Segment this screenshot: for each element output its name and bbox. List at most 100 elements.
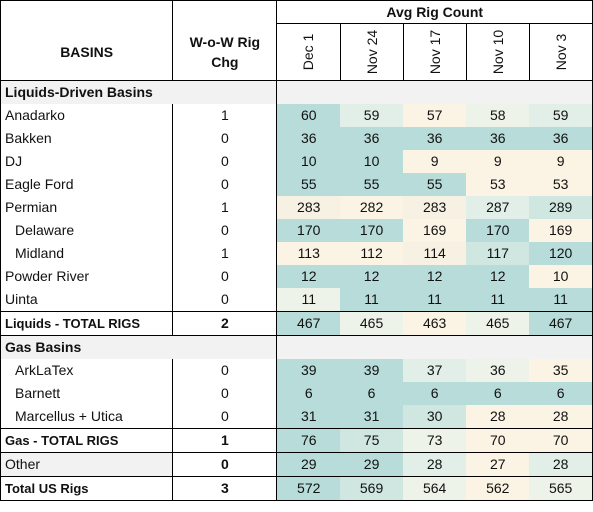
rig-count-value: 113 xyxy=(276,241,341,265)
basin-name: Midland xyxy=(0,241,173,265)
basin-name: Powder River xyxy=(0,264,173,288)
rig-count-value: 170 xyxy=(466,218,530,242)
rig-count-value: 10 xyxy=(529,264,593,288)
rig-count-value: 283 xyxy=(403,195,467,219)
rig-count-value: 9 xyxy=(529,149,593,173)
rig-count-value: 565 xyxy=(529,476,593,501)
date-header: Dec 1 xyxy=(276,23,341,81)
rig-count-value: 31 xyxy=(340,404,404,428)
rig-count-value: 170 xyxy=(276,218,341,242)
rig-count-value: 36 xyxy=(276,126,341,150)
rig-count-value: 467 xyxy=(276,310,341,336)
header-blank-chg xyxy=(172,0,277,24)
rig-count-value: 170 xyxy=(340,218,404,242)
basin-name: ArkLaTex xyxy=(0,358,173,382)
rig-count-value: 6 xyxy=(403,381,467,405)
rig-count-value: 562 xyxy=(466,476,530,501)
wow-change: 2 xyxy=(172,310,277,336)
rig-count-value: 57 xyxy=(403,103,467,127)
wow-chg-header-line2: Chg xyxy=(211,53,239,70)
rig-count-value: 58 xyxy=(466,103,530,127)
rig-count-value: 463 xyxy=(403,310,467,336)
total-label: Liquids - TOTAL RIGS xyxy=(0,310,173,336)
rig-count-value: 289 xyxy=(529,195,593,219)
liquids-section: Liquids-Driven Basins Anadarko 1 60 59 57 58 5… xyxy=(0,80,593,336)
rig-count-value: 55 xyxy=(276,172,341,196)
rig-count-value: 10 xyxy=(340,149,404,173)
rig-count-value: 36 xyxy=(403,126,467,150)
rig-count-value: 12 xyxy=(466,264,530,288)
rig-count-value: 76 xyxy=(276,427,341,453)
rig-count-value: 12 xyxy=(276,264,341,288)
basin-name: Barnett xyxy=(0,381,173,405)
wow-change: 0 xyxy=(172,149,277,173)
section-blank xyxy=(276,80,593,104)
total-label: Gas - TOTAL RIGS xyxy=(0,427,173,453)
table-row: Anadarko 1 60 59 57 58 59 xyxy=(0,103,593,127)
date-header-label: Dec 1 xyxy=(300,33,317,71)
rig-count-value: 11 xyxy=(403,287,467,311)
header-blank-basins xyxy=(0,0,173,24)
wow-change: 0 xyxy=(172,218,277,242)
rig-count-value: 29 xyxy=(276,452,341,477)
rig-count-value: 28 xyxy=(466,404,530,428)
rig-count-value: 36 xyxy=(466,358,530,382)
rig-count-value: 55 xyxy=(403,172,467,196)
gas-section: Gas Basins ArkLaTex 0 39 39 37 36 35 Barnett 0 6 6… xyxy=(0,334,593,453)
table-row: Uinta 0 11 11 11 11 11 xyxy=(0,287,593,311)
total-row: Gas - TOTAL RIGS 1 76 75 73 70 70 xyxy=(0,427,593,453)
wow-change: 0 xyxy=(172,264,277,288)
rig-count-value: 70 xyxy=(466,427,530,453)
wow-change: 1 xyxy=(172,103,277,127)
rig-count-value: 39 xyxy=(276,358,341,382)
basin-name: Permian xyxy=(0,195,173,219)
wow-change: 0 xyxy=(172,452,277,477)
rig-count-value: 282 xyxy=(340,195,404,219)
rig-count-value: 39 xyxy=(340,358,404,382)
rig-count-value: 59 xyxy=(340,103,404,127)
section-label-gas: Gas Basins xyxy=(0,334,277,359)
basin-name: Anadarko xyxy=(0,103,173,127)
rig-count-value: 9 xyxy=(403,149,467,173)
basin-name: Marcellus + Utica xyxy=(0,404,173,428)
section-label-liquids: Liquids-Driven Basins xyxy=(0,80,277,104)
rig-count-value: 169 xyxy=(529,218,593,242)
rig-count-value: 12 xyxy=(403,264,467,288)
table-row: Barnett 0 6 6 6 6 6 xyxy=(0,381,593,405)
rig-count-value: 6 xyxy=(276,381,341,405)
rig-count-value: 27 xyxy=(466,452,530,477)
rig-count-value: 28 xyxy=(529,452,593,477)
total-row: Liquids - TOTAL RIGS 2 467 465 463 465 467 xyxy=(0,310,593,336)
wow-change: 0 xyxy=(172,287,277,311)
basin-name: Eagle Ford xyxy=(0,172,173,196)
wow-change: 0 xyxy=(172,172,277,196)
rig-count-value: 59 xyxy=(529,103,593,127)
date-header-label: Nov 17 xyxy=(426,29,443,74)
total-label: Total US Rigs xyxy=(0,476,173,501)
date-header: Nov 3 xyxy=(528,23,593,81)
wow-chg-header-line1: W-o-W Rig xyxy=(189,33,261,50)
rig-count-value: 6 xyxy=(529,381,593,405)
date-header: Nov 10 xyxy=(465,23,530,81)
rig-count-value: 465 xyxy=(466,310,530,336)
basins-header: BASINS xyxy=(0,23,173,81)
date-header-label: Nov 10 xyxy=(489,29,506,74)
rig-count-value: 36 xyxy=(529,126,593,150)
rig-count-value: 10 xyxy=(276,149,341,173)
rig-count-value: 569 xyxy=(340,476,404,501)
rig-count-value: 6 xyxy=(340,381,404,405)
summary-section: Other 0 29 29 28 27 28 Total US Rigs 3 572 569 564 5… xyxy=(0,452,593,501)
wow-change: 1 xyxy=(172,195,277,219)
date-header-label: Nov 24 xyxy=(363,29,380,74)
wow-change: 1 xyxy=(172,427,277,453)
rig-count-value: 37 xyxy=(403,358,467,382)
rig-count-value: 75 xyxy=(340,427,404,453)
rig-count-value: 53 xyxy=(529,172,593,196)
rig-count-value: 28 xyxy=(403,452,467,477)
rig-count-value: 564 xyxy=(403,476,467,501)
wow-change: 0 xyxy=(172,358,277,382)
rig-count-value: 169 xyxy=(403,218,467,242)
rig-count-value: 467 xyxy=(529,310,593,336)
rig-count-value: 112 xyxy=(340,241,404,265)
rig-count-value: 114 xyxy=(403,241,467,265)
